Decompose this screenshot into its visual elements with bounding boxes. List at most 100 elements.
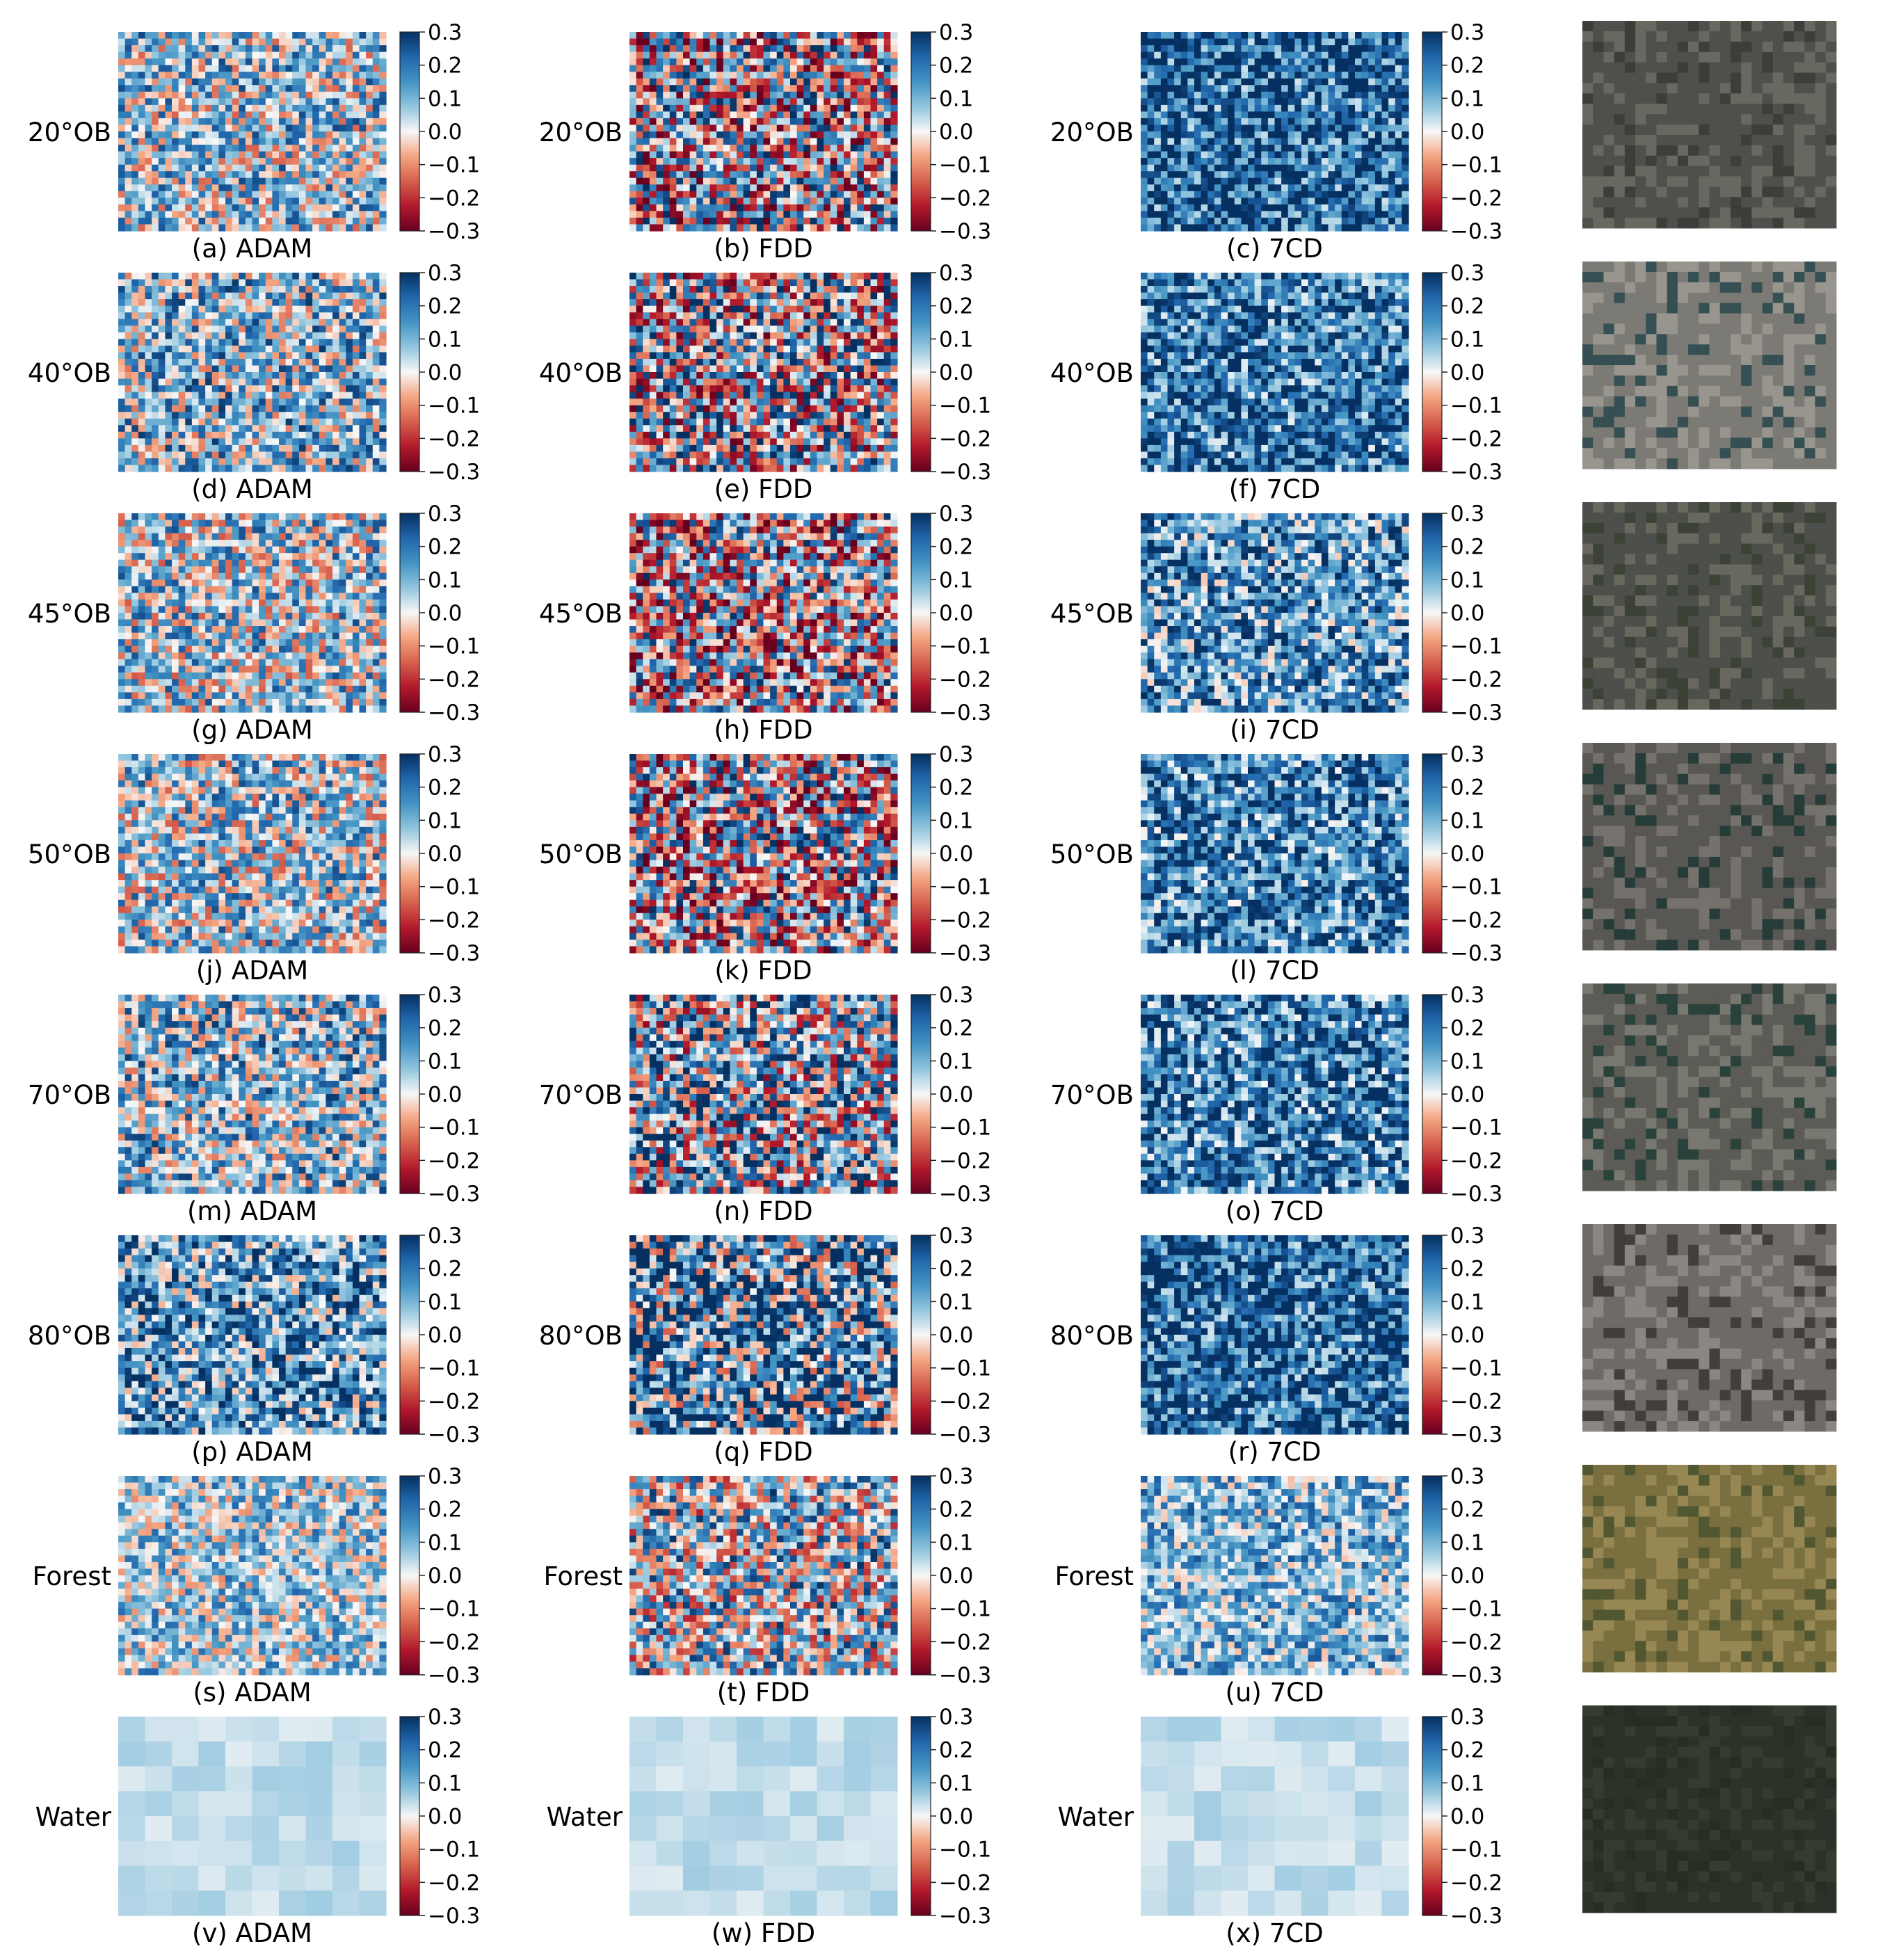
heatmap-cell	[272, 326, 280, 333]
heatmap-cell	[1174, 65, 1182, 72]
heatmap-cell	[191, 273, 200, 280]
heatmap-cell	[763, 164, 771, 172]
heatmap-cell	[366, 72, 374, 79]
heatmap-cell	[857, 273, 865, 280]
heatmap-cell	[326, 451, 333, 459]
heatmap-cell	[683, 184, 691, 192]
heatmap-cell	[379, 286, 387, 294]
heatmap-cell	[198, 444, 206, 452]
heatmap-cell	[218, 32, 226, 40]
panel-caption: (b) FDD	[714, 234, 812, 264]
heatmap-cell	[239, 111, 246, 119]
heatmap-cell	[709, 111, 717, 119]
heatmap-cell	[339, 352, 346, 360]
heatmap-cell	[172, 224, 179, 232]
heatmap-cell	[1248, 51, 1255, 59]
heatmap-cell	[326, 131, 333, 139]
heatmap-cell	[218, 365, 226, 373]
heatmap-cell	[1335, 51, 1342, 59]
heatmap-cell	[1254, 198, 1262, 205]
heatmap-cell	[689, 211, 697, 218]
heatmap-cell	[1261, 184, 1269, 192]
heatmap-cell	[285, 352, 293, 360]
heatmap-cell	[1147, 204, 1155, 211]
heatmap-cell	[1147, 58, 1155, 66]
heatmap-cell	[810, 224, 818, 232]
heatmap-cell	[218, 358, 226, 367]
heatmap-cell	[372, 312, 380, 320]
heatmap-cell	[1160, 51, 1169, 59]
heatmap-cell	[152, 312, 159, 320]
heatmap-cell	[252, 279, 259, 287]
heatmap-cell	[165, 465, 172, 472]
heatmap-cell	[298, 38, 307, 46]
heatmap-cell	[118, 312, 126, 320]
heatmap-cell	[339, 204, 346, 211]
heatmap-cell	[158, 177, 166, 185]
heatmap-cell	[346, 358, 353, 367]
heatmap-cell	[870, 164, 878, 172]
heatmap-cell	[1315, 104, 1322, 112]
heatmap-cell	[152, 405, 159, 412]
heatmap-cell	[830, 104, 837, 112]
heatmap-cell	[245, 312, 253, 320]
heatmap-cell	[877, 198, 885, 205]
heatmap-cell	[730, 72, 737, 79]
heatmap-cell	[1335, 91, 1342, 99]
heatmap-cell	[326, 365, 333, 373]
heatmap-cell	[810, 217, 818, 225]
heatmap-cell	[1147, 98, 1155, 106]
heatmap-cell	[125, 305, 132, 313]
heatmap-cell	[191, 451, 200, 459]
heatmap-cell	[824, 273, 831, 280]
heatmap-cell	[118, 326, 126, 333]
heatmap-cell	[366, 104, 374, 112]
heatmap-cell	[346, 184, 353, 192]
heatmap-cell	[1214, 124, 1222, 132]
heatmap-cell	[232, 131, 239, 139]
heatmap-cell	[205, 339, 213, 346]
heatmap-cell	[158, 392, 166, 399]
heatmap-cell	[198, 98, 206, 106]
heatmap-cell	[298, 378, 307, 386]
heatmap-cell	[205, 98, 213, 106]
heatmap-cell	[1368, 65, 1376, 72]
heatmap-cell	[158, 345, 166, 353]
heatmap-cell	[1301, 38, 1309, 46]
heatmap-cell	[689, 158, 697, 166]
heatmap-cell	[1341, 198, 1349, 205]
heatmap-cell	[292, 332, 300, 339]
heatmap-cell	[359, 78, 367, 86]
heatmap-cell	[689, 279, 697, 287]
heatmap-cell	[783, 198, 791, 205]
heatmap-cell	[319, 91, 326, 99]
heatmap-cell	[172, 111, 179, 119]
heatmap-cell	[131, 425, 139, 433]
heatmap-cell	[844, 85, 851, 93]
heatmap-cell	[178, 164, 186, 172]
heatmap-cell	[252, 365, 259, 373]
heatmap-cell	[339, 412, 346, 419]
heatmap-cell	[1287, 204, 1295, 211]
heatmap-cell	[279, 465, 287, 472]
heatmap-cell	[709, 38, 717, 46]
heatmap-cell	[824, 279, 831, 287]
heatmap-cell	[298, 365, 307, 373]
heatmap-cell	[1348, 111, 1356, 119]
heatmap-cell	[332, 392, 340, 399]
heatmap-cell	[1194, 32, 1202, 40]
heatmap-cell	[696, 124, 704, 132]
heatmap-cell	[312, 198, 320, 205]
heatmap-cell	[870, 151, 878, 159]
heatmap-cell	[696, 111, 704, 119]
heatmap-cell	[211, 45, 219, 53]
heatmap-cell	[252, 91, 259, 99]
heatmap-cell	[312, 444, 320, 452]
heatmap-cell	[379, 451, 387, 459]
heatmap-cell	[870, 191, 878, 198]
heatmap-cell	[118, 38, 126, 46]
heatmap-cell	[783, 104, 791, 112]
heatmap-cell	[265, 65, 273, 72]
heatmap-cell	[225, 198, 233, 205]
heatmap-cell	[723, 58, 730, 66]
